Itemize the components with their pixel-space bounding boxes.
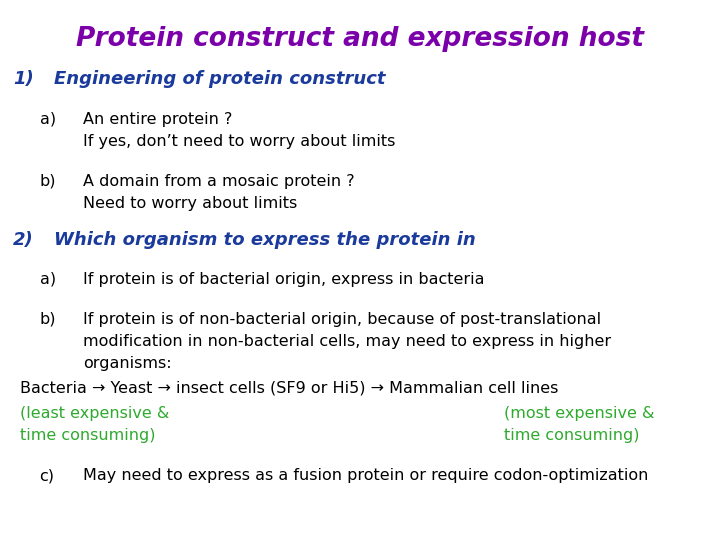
Text: modification in non-bacterial cells, may need to express in higher: modification in non-bacterial cells, may… — [83, 334, 611, 349]
Text: May need to express as a fusion protein or require codon-optimization: May need to express as a fusion protein … — [83, 468, 648, 483]
Text: A domain from a mosaic protein ?: A domain from a mosaic protein ? — [83, 174, 354, 189]
Text: If yes, don’t need to worry about limits: If yes, don’t need to worry about limits — [83, 134, 395, 149]
Text: Bacteria → Yeast → insect cells (SF9 or Hi5) → Mammalian cell lines: Bacteria → Yeast → insect cells (SF9 or … — [20, 381, 559, 396]
Text: Which organism to express the protein in: Which organism to express the protein in — [54, 231, 476, 249]
Text: b): b) — [40, 174, 56, 189]
Text: If protein is of non-bacterial origin, because of post-translational: If protein is of non-bacterial origin, b… — [83, 312, 601, 327]
Text: Protein construct and expression host: Protein construct and expression host — [76, 26, 644, 52]
Text: a): a) — [40, 112, 55, 127]
Text: c): c) — [40, 468, 55, 483]
Text: Engineering of protein construct: Engineering of protein construct — [54, 70, 385, 88]
Text: time consuming): time consuming) — [504, 428, 639, 443]
Text: b): b) — [40, 312, 56, 327]
Text: 1): 1) — [13, 70, 34, 88]
Text: organisms:: organisms: — [83, 356, 171, 371]
Text: (most expensive &: (most expensive & — [504, 406, 654, 421]
Text: 2): 2) — [13, 231, 34, 249]
Text: (least expensive &: (least expensive & — [20, 406, 169, 421]
Text: Need to worry about limits: Need to worry about limits — [83, 196, 297, 211]
Text: If protein is of bacterial origin, express in bacteria: If protein is of bacterial origin, expre… — [83, 272, 485, 287]
Text: An entire protein ?: An entire protein ? — [83, 112, 232, 127]
Text: time consuming): time consuming) — [20, 428, 156, 443]
Text: a): a) — [40, 272, 55, 287]
